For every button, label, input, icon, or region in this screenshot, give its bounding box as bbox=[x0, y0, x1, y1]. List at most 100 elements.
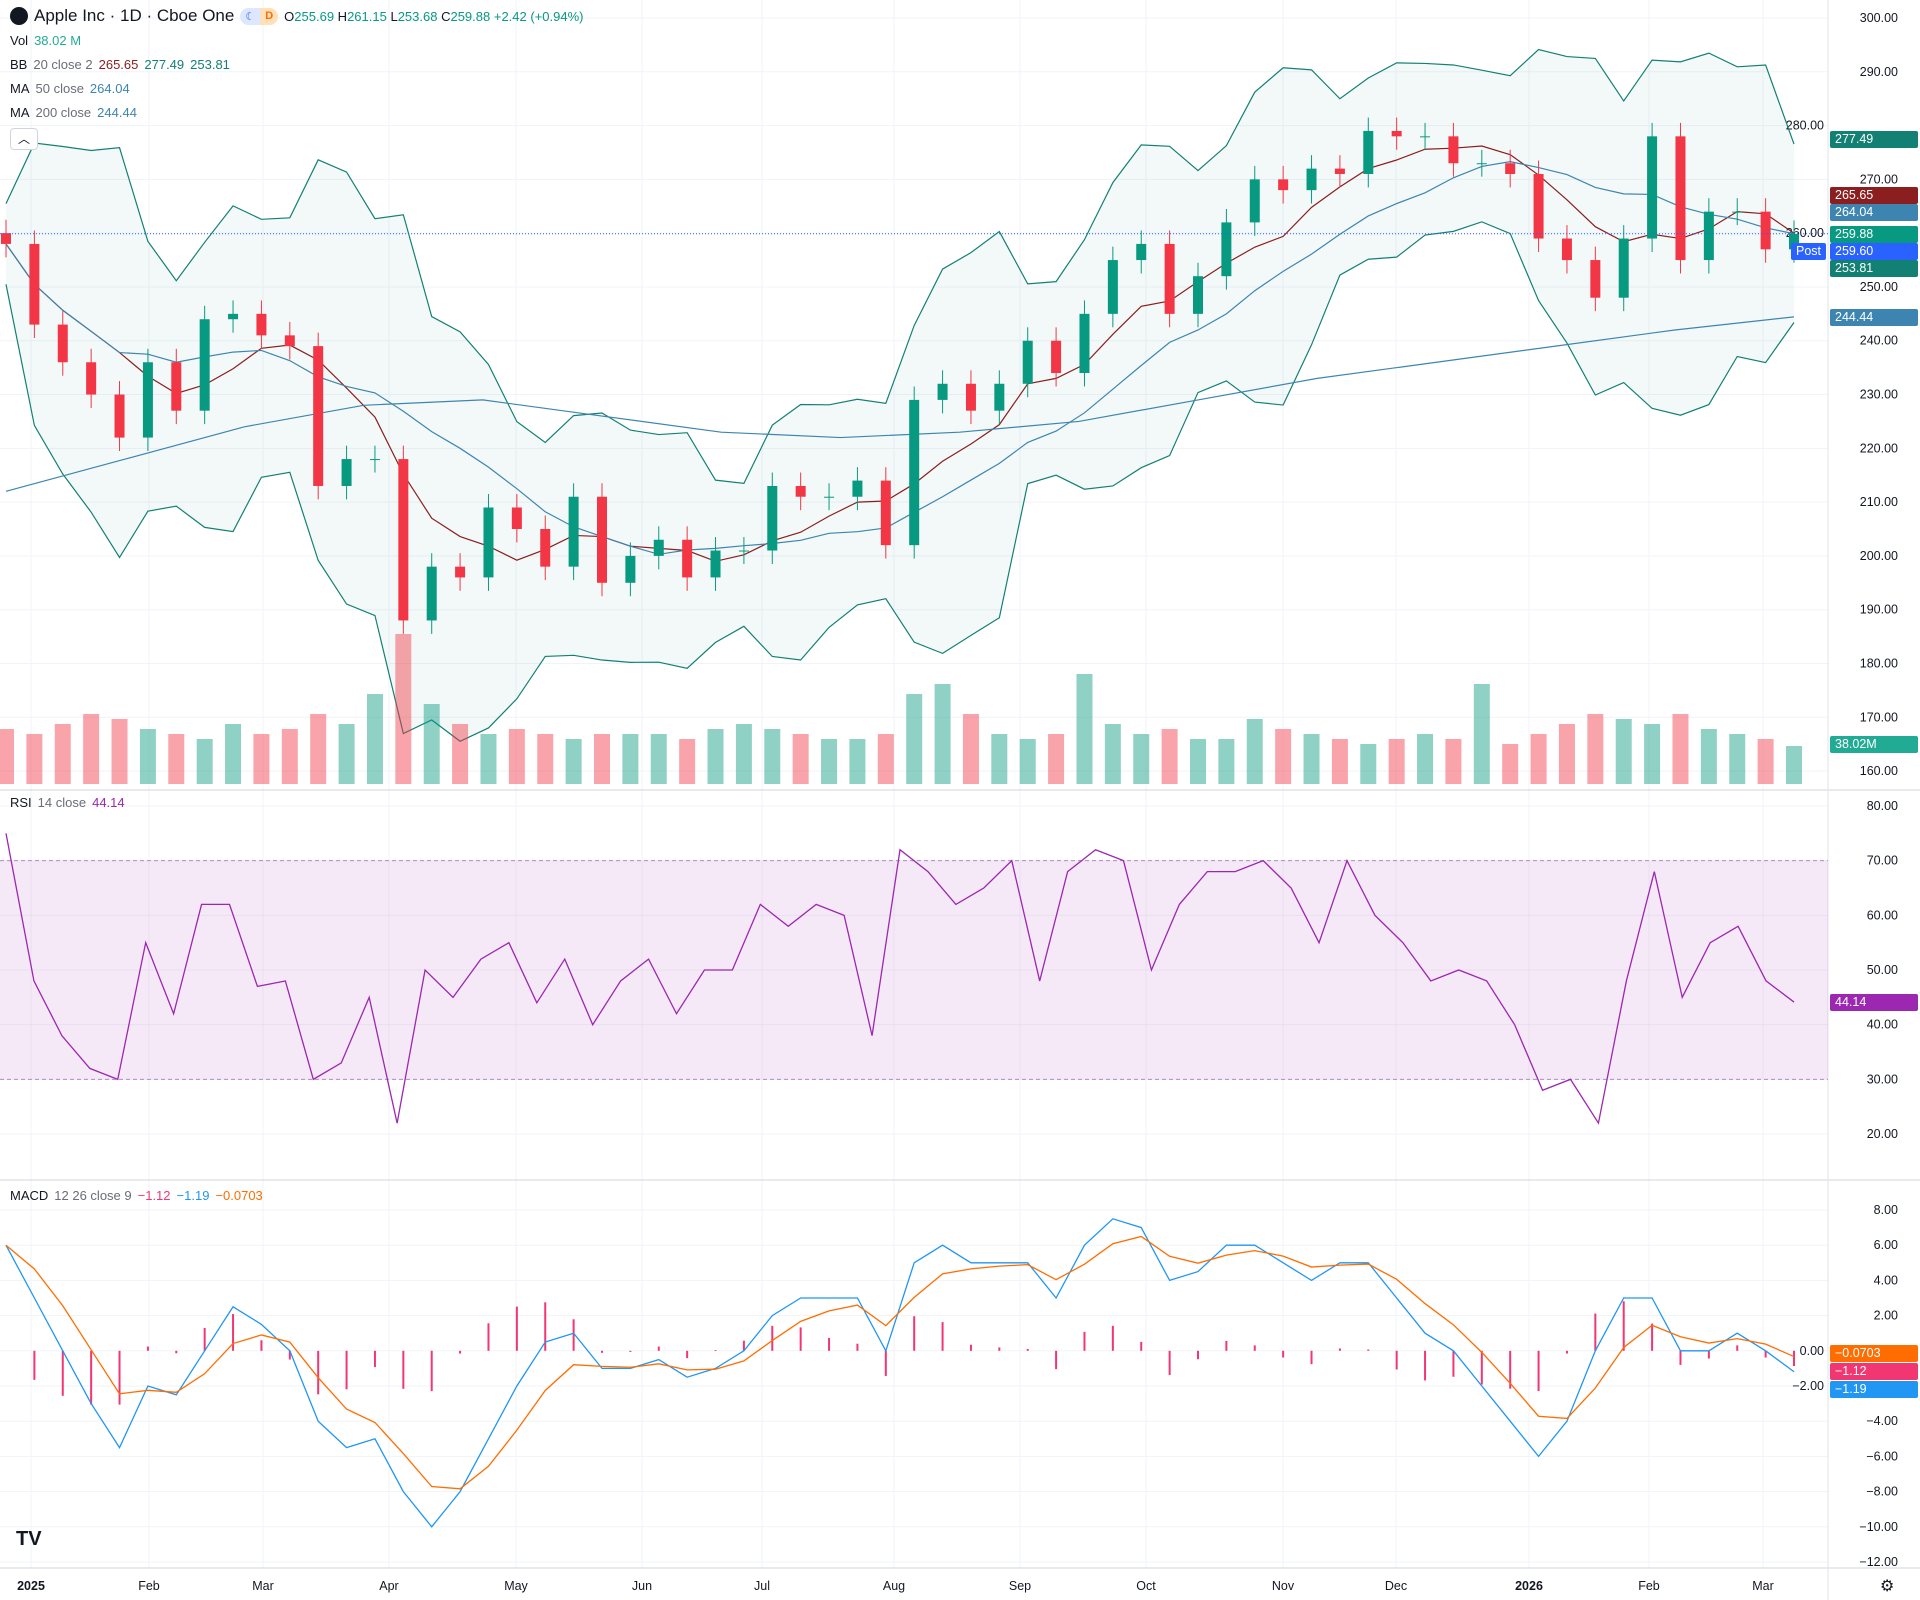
vol-legend[interactable]: Vol 38.02 M bbox=[10, 33, 81, 48]
candle-body bbox=[682, 539, 693, 578]
tradingview-logo-icon[interactable]: TV bbox=[16, 1528, 42, 1550]
volume-bar bbox=[1473, 684, 1490, 784]
volume-bar bbox=[139, 729, 156, 784]
volume-bar bbox=[849, 739, 866, 784]
vol-name: Vol bbox=[10, 33, 29, 48]
macd-params: 12 26 close 9 bbox=[54, 1188, 132, 1203]
candle-body bbox=[1420, 136, 1431, 138]
candle-body bbox=[455, 566, 466, 578]
close-price-label: 259.88 bbox=[1830, 226, 1918, 243]
candle-body bbox=[1, 233, 11, 244]
ma200-price-label: 244.44 bbox=[1830, 309, 1918, 326]
volume-bar bbox=[1190, 739, 1206, 784]
volume-bar bbox=[338, 724, 355, 784]
candle-body bbox=[114, 394, 125, 438]
candle-body bbox=[1561, 238, 1572, 261]
candle-body bbox=[1448, 136, 1459, 164]
macd-tick-label: 4.00 bbox=[1874, 1273, 1898, 1287]
volume-bar bbox=[934, 684, 951, 784]
time-tick-label: Sep bbox=[1009, 1579, 1031, 1593]
candle-body bbox=[795, 485, 806, 497]
candle-body bbox=[1703, 211, 1714, 261]
candle-body bbox=[1590, 260, 1601, 298]
candle-body bbox=[1533, 173, 1544, 239]
apple-logo-icon bbox=[10, 7, 28, 25]
rsi-params: 14 close bbox=[37, 795, 87, 810]
gear-icon[interactable]: ⚙ bbox=[1880, 1578, 1895, 1595]
rsi-tick-label: 50.00 bbox=[1867, 963, 1898, 977]
volume-bar bbox=[707, 729, 724, 784]
collapse-legend-button[interactable]: ︿ bbox=[10, 128, 38, 150]
candle-body bbox=[1618, 238, 1629, 298]
volume-bar bbox=[650, 734, 667, 784]
volume-bar bbox=[764, 729, 781, 784]
time-tick-label: Aug bbox=[883, 1579, 905, 1593]
price-tick-label: 180.00 bbox=[1860, 656, 1898, 670]
candle-body bbox=[1193, 276, 1203, 314]
open-label: O bbox=[284, 8, 295, 24]
volume-bar bbox=[679, 739, 696, 784]
macd-tick-label: 0.00 bbox=[1800, 1344, 1824, 1358]
rsi-tick-label: 40.00 bbox=[1867, 1018, 1898, 1032]
macd-hist-value: −1.12 bbox=[137, 1188, 171, 1203]
candle-body bbox=[1107, 260, 1118, 314]
volume-bar bbox=[594, 734, 610, 784]
candle-body bbox=[511, 507, 522, 530]
candle-body bbox=[1760, 211, 1771, 250]
candle-body bbox=[880, 480, 891, 546]
price-tick-label: 200.00 bbox=[1860, 549, 1898, 563]
ma50-params: 50 close bbox=[35, 81, 84, 96]
candle-body bbox=[909, 399, 920, 546]
macd-tick-label: −2.00 bbox=[1792, 1379, 1824, 1393]
price-tick-label: 240.00 bbox=[1860, 334, 1898, 348]
volume-bar bbox=[225, 724, 242, 784]
price-tick-label: 300.00 bbox=[1860, 11, 1898, 25]
macd-hist-price-label: −1.12 bbox=[1830, 1363, 1918, 1380]
volume-bar bbox=[281, 729, 298, 784]
candle-body bbox=[199, 319, 210, 411]
candle-body bbox=[653, 539, 664, 556]
macd-price-label: −1.19 bbox=[1830, 1381, 1918, 1398]
price-tick-label: 250.00 bbox=[1860, 280, 1898, 294]
time-tick-label: 2025 bbox=[17, 1579, 45, 1593]
bb-legend[interactable]: BB 20 close 2 265.65 277.49 253.81 bbox=[10, 57, 230, 72]
candle-body bbox=[1079, 313, 1090, 374]
volume-bar bbox=[1615, 719, 1632, 784]
ma200-legend[interactable]: MA 200 close 244.44 bbox=[10, 105, 137, 120]
volume-bar bbox=[991, 734, 1008, 784]
macd-signal-value: −0.0703 bbox=[215, 1188, 263, 1203]
candle-body bbox=[738, 550, 749, 552]
volume-bar bbox=[1331, 739, 1348, 784]
time-tick-label: Mar bbox=[252, 1579, 274, 1593]
rsi-tick-label: 20.00 bbox=[1867, 1127, 1898, 1141]
time-tick-label: Nov bbox=[1272, 1579, 1295, 1593]
bb-lower-value: 253.81 bbox=[190, 57, 230, 72]
rsi-value: 44.14 bbox=[92, 795, 125, 810]
ma50-legend[interactable]: MA 50 close 264.04 bbox=[10, 81, 130, 96]
rsi-line bbox=[5, 833, 1795, 1125]
candle-body bbox=[1732, 211, 1743, 213]
volume-price-label: 38.02M bbox=[1830, 736, 1918, 753]
volume-bar bbox=[1417, 734, 1434, 784]
volume-bar bbox=[480, 734, 497, 784]
candle-body bbox=[426, 566, 437, 621]
time-tick-label: May bbox=[504, 1579, 528, 1593]
macd-legend[interactable]: MACD 12 26 close 9 −1.12 −1.19 −0.0703 bbox=[10, 1188, 263, 1203]
volume-bar bbox=[792, 734, 809, 784]
rsi-price-label: 44.14 bbox=[1830, 994, 1918, 1011]
rsi-legend[interactable]: RSI 14 close 44.14 bbox=[10, 795, 125, 810]
session-badge[interactable]: ☾ D bbox=[240, 7, 279, 25]
volume-bar bbox=[1076, 674, 1093, 784]
macd-signal-price-label: −0.0703 bbox=[1830, 1345, 1918, 1362]
volume-bar bbox=[565, 739, 582, 784]
bb-basis-price-label: 265.65 bbox=[1830, 187, 1918, 204]
rsi-band-fill bbox=[0, 860, 1828, 1080]
candle-body bbox=[57, 324, 68, 363]
volume-bar bbox=[1104, 724, 1121, 784]
volume-bar bbox=[1445, 739, 1462, 784]
ma200-value: 244.44 bbox=[97, 105, 137, 120]
price-tick-label: 170.00 bbox=[1860, 710, 1898, 724]
symbol-title[interactable]: Apple Inc · 1D · Cboe One bbox=[34, 6, 235, 25]
candle-body bbox=[540, 529, 551, 567]
